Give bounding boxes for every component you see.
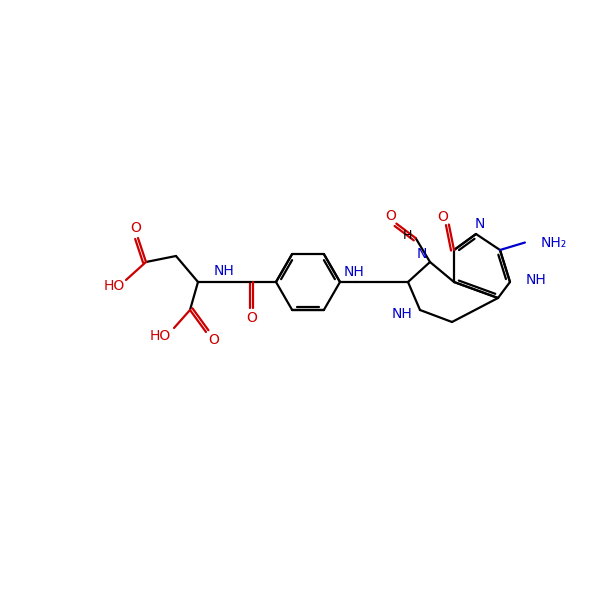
Text: NH: NH [344, 265, 364, 279]
Text: N: N [417, 247, 427, 261]
Text: NH: NH [214, 264, 235, 278]
Text: NH₂: NH₂ [541, 236, 567, 250]
Text: HO: HO [103, 279, 125, 293]
Text: HO: HO [149, 329, 170, 343]
Text: NH: NH [526, 273, 547, 287]
Text: O: O [385, 209, 396, 223]
Text: N: N [475, 217, 485, 231]
Text: O: O [209, 333, 220, 347]
Text: H: H [403, 229, 412, 242]
Text: O: O [131, 221, 142, 235]
Text: O: O [247, 311, 257, 325]
Text: NH: NH [392, 307, 412, 321]
Text: O: O [437, 209, 448, 224]
